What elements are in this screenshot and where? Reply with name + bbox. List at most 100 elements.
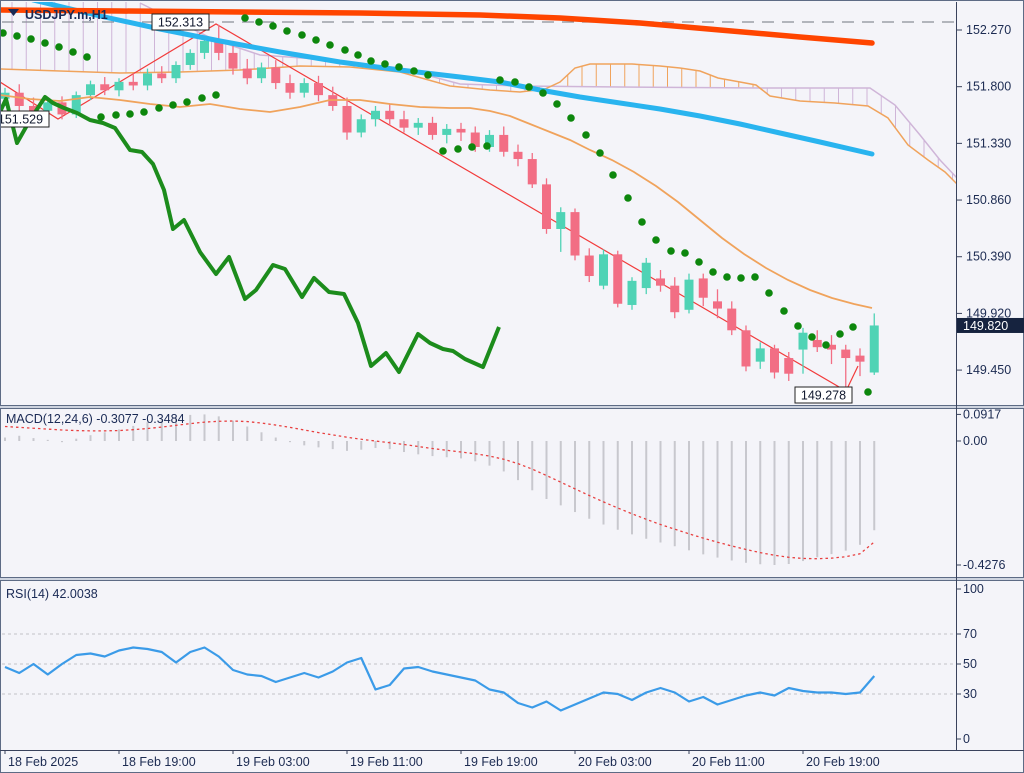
rsi-panel[interactable] [2,633,956,712]
sar-dot [97,113,105,121]
rsi-indicator-label: RSI(14) 42.0038 [6,587,98,601]
time-tick-label: 18 Feb 19:00 [122,755,196,769]
sar-dot [241,14,249,22]
sar-dot [395,63,403,71]
price-tick-label: 150.390 [966,250,1011,264]
time-tick-label: 19 Feb 03:00 [236,755,310,769]
candle-bear [342,105,352,133]
candle-bear [741,330,751,367]
macd-tick-label: 0.0917 [963,407,1001,421]
sar-dot [723,273,731,281]
candle-bull [485,134,494,147]
sar-dot [609,171,617,179]
candle-bear [100,84,110,91]
price-flag-box [151,13,210,31]
candle-bear [542,184,551,229]
sar-dot [638,218,646,226]
candle-bull [413,122,423,128]
current-price-badge [957,317,1024,333]
time-tick-label: 18 Feb 2025 [8,755,78,769]
candle-bull [200,40,209,53]
candle-bear [214,40,224,53]
rsi-tick-label: 100 [963,582,984,596]
candle-bear [29,105,38,111]
sar-dot [126,110,134,118]
sar-dot [624,194,632,202]
symbol-block: USDJPY.m,H1 [8,8,108,22]
candle-bull [71,95,81,115]
macd-indicator-label: MACD(12,24,6) -0.3077 -0.3484 [6,412,185,426]
sar-dot [737,274,745,282]
sar-dot [695,258,703,266]
candle-bear [513,151,523,160]
macd-panel[interactable] [4,414,876,566]
price-tick-label: 149.920 [966,306,1011,320]
sar-dot [41,39,49,47]
candle-bear [242,68,252,79]
price-flag-label: 149.278 [801,389,846,403]
price-flag-box [794,386,853,404]
sar-dot [780,307,788,315]
sar-dot [483,142,491,150]
macd-signal-line [4,420,875,560]
sar-dot [283,27,291,35]
sar-dot [69,48,77,56]
sar-dot [709,268,717,276]
candle-bull [641,262,651,289]
candle-bull [869,325,879,373]
candle-bull [257,67,266,79]
candle-bull [684,279,694,310]
sar-dot [652,236,660,244]
candle-bear [784,358,794,374]
sar-dot [864,388,872,396]
candle-bull [43,102,53,111]
time-tick-label: 19 Feb 11:00 [350,755,423,769]
sar-dot [367,57,375,65]
sar-dot [326,41,334,49]
sar-dot [667,247,675,255]
sar-dot [794,322,802,330]
green-overlay-line [1,95,501,374]
sar-dot [381,60,389,68]
candle-bear [570,212,580,256]
rsi-tick-label: 50 [963,657,977,671]
current-price-label: 149.820 [963,319,1008,333]
price-chart-panel[interactable]: 152.313 151.529 149.278 [0,0,957,404]
candle-bear [499,134,509,152]
candle-bear [128,81,138,86]
symbol-timeframe-label[interactable]: USDJPY.m,H1 [25,8,108,22]
candle-bull [185,52,195,65]
candle-bear [14,92,24,106]
sar-dot [312,36,320,44]
candle-bear [855,355,865,362]
price-tick-label: 151.800 [966,80,1011,94]
candle-bear [385,110,395,120]
candle-bull [627,280,637,305]
candle-bull [356,119,366,133]
price-tick-label: 152.270 [966,23,1011,37]
sar-dot [808,333,816,341]
price-tick-label: 149.450 [966,363,1011,377]
sar-dot [112,111,120,119]
candle-bull [798,332,808,350]
sar-dot [496,76,504,84]
senkou-b-line [1,63,956,185]
sar-dot [298,31,306,39]
macd-tick-label: -0.4276 [963,558,1005,572]
candle-bear [812,339,822,348]
dropdown-triangle-icon[interactable] [8,9,19,16]
sar-dot [681,249,689,257]
candle-bear [399,119,409,128]
sar-dot [354,51,362,59]
sar-dot [567,114,575,122]
sar-dot [13,32,21,40]
candle-bear [428,122,437,135]
candle-bear [271,67,281,84]
candle-bear [527,159,537,185]
candle-bear [827,344,836,350]
sar-dot [198,94,206,102]
macd-tick-label: 0.00 [963,434,987,448]
time-tick-label: 20 Feb 03:00 [578,755,652,769]
candle-bear [285,83,295,93]
